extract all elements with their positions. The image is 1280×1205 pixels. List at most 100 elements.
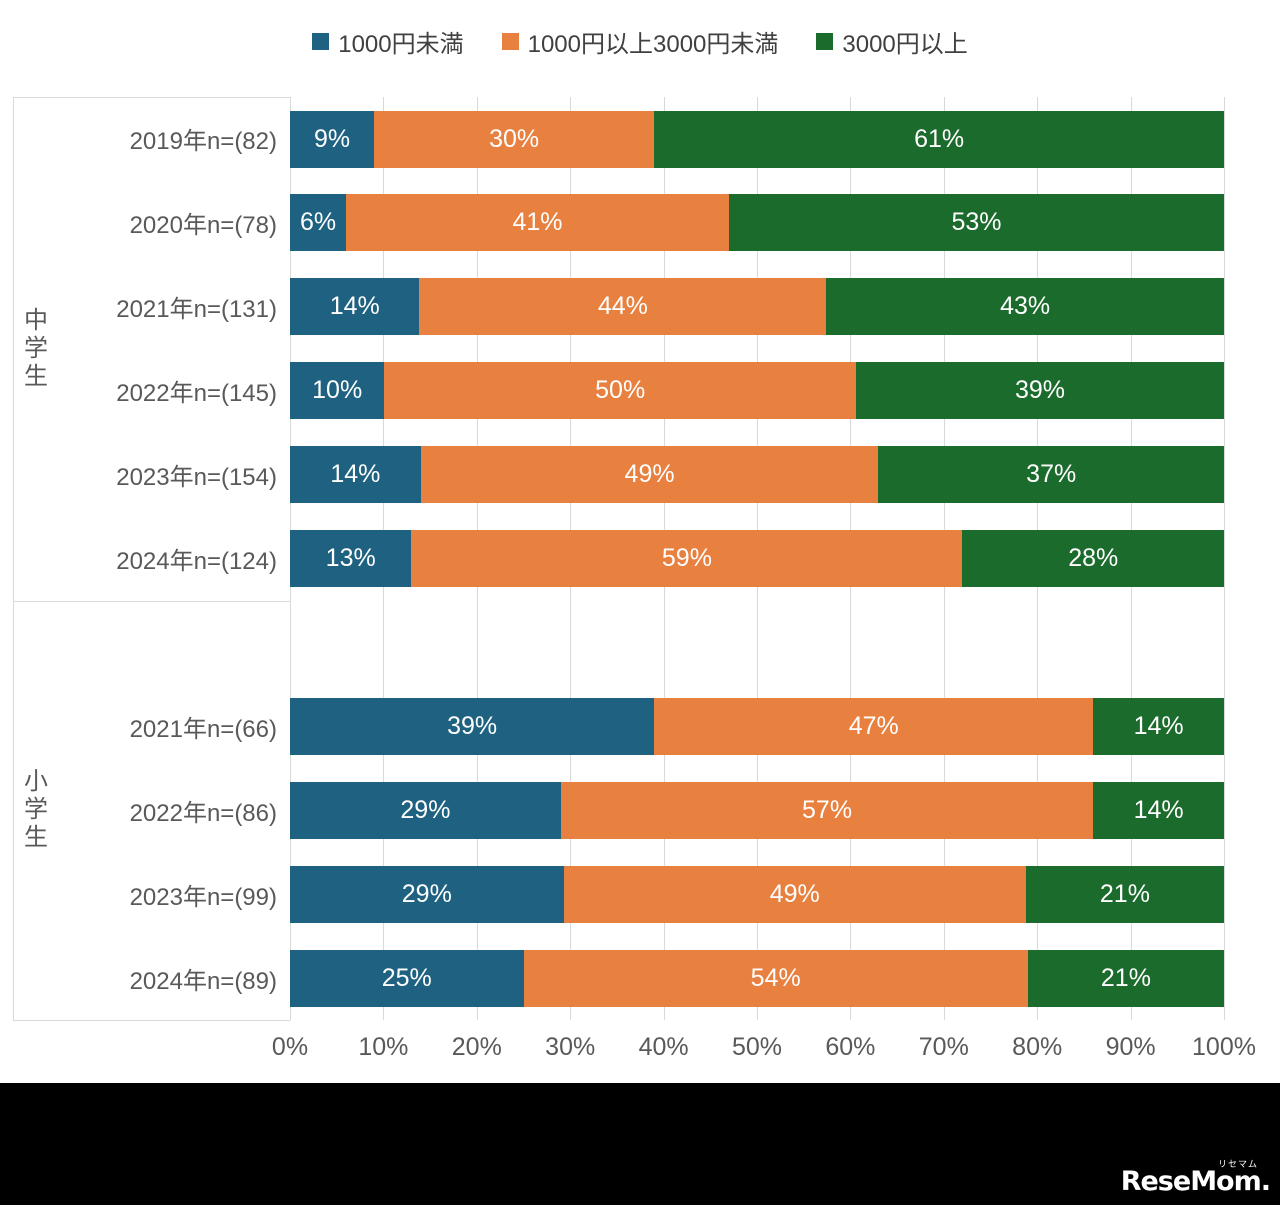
bar-segment: 25% bbox=[290, 949, 524, 1007]
legend-item: 1000円未満 bbox=[312, 24, 464, 59]
category-axis-top-border bbox=[13, 97, 290, 98]
gridline bbox=[1224, 97, 1225, 1020]
category-label: 2022年n=(86) bbox=[129, 799, 277, 827]
x-axis-tick-label: 40% bbox=[638, 1033, 689, 1061]
category-label: 2022年n=(145) bbox=[116, 380, 277, 408]
resemom-logo: リセマム ReseMom. bbox=[1120, 1159, 1271, 1197]
bar-segment-label: 54% bbox=[750, 963, 801, 992]
bar-segment: 53% bbox=[728, 194, 1224, 252]
category-axis-divider bbox=[13, 600, 290, 602]
bar-segment-label: 50% bbox=[595, 376, 646, 405]
legend-swatch-icon bbox=[312, 33, 330, 50]
bar-segment: 49% bbox=[563, 865, 1026, 923]
bar-segment: 14% bbox=[290, 446, 421, 504]
bar-segment: 50% bbox=[384, 362, 857, 420]
bar-segment-label: 39% bbox=[1014, 376, 1066, 405]
bar-segment-label: 9% bbox=[313, 124, 351, 153]
category-label: 2024年n=(124) bbox=[116, 547, 277, 575]
bar-segment-label: 41% bbox=[512, 208, 563, 237]
bar-segment-label: 28% bbox=[1068, 544, 1119, 572]
bar-segment: 14% bbox=[1093, 781, 1224, 839]
bar-row: 25% 54% 21% bbox=[290, 949, 1224, 1007]
footer-band: リセマム ReseMom. bbox=[0, 1083, 1280, 1205]
bar-segment: 54% bbox=[523, 949, 1028, 1007]
bar-segment: 30% bbox=[374, 110, 655, 168]
bar-row: 14% 44% 43% bbox=[290, 278, 1224, 336]
category-axis-line bbox=[13, 97, 14, 1020]
x-axis-tick-label: 70% bbox=[918, 1033, 969, 1061]
bar-segment: 37% bbox=[878, 446, 1224, 504]
bar-segment: 59% bbox=[411, 530, 963, 587]
bar-segment-label: 10% bbox=[312, 376, 363, 405]
bar-segment: 13% bbox=[290, 530, 412, 587]
bar-segment-label: 37% bbox=[1026, 460, 1077, 489]
bar-segment-label: 29% bbox=[401, 879, 452, 908]
bar-segment: 47% bbox=[654, 697, 1094, 755]
logo-text: ReseMom. bbox=[1120, 1166, 1271, 1197]
bar-segment: 28% bbox=[962, 530, 1224, 587]
x-axis-tick-label: 90% bbox=[1105, 1033, 1156, 1061]
legend-label: 1000円未満 bbox=[338, 31, 464, 58]
bar-segment-label: 47% bbox=[848, 711, 899, 740]
bar-segment-label: 57% bbox=[802, 795, 853, 824]
bar-segment: 9% bbox=[290, 110, 375, 168]
bar-row: 13% 59% 28% bbox=[290, 530, 1224, 587]
x-axis-tick-label: 0% bbox=[271, 1033, 309, 1061]
bar-segment: 39% bbox=[856, 362, 1224, 420]
bar-row: 29% 49% 21% bbox=[290, 865, 1224, 923]
category-label: 2024年n=(89) bbox=[129, 967, 277, 995]
x-axis-tick-label: 10% bbox=[358, 1033, 409, 1061]
bar-segment-label: 25% bbox=[381, 963, 432, 992]
group-label: 小学生 bbox=[19, 768, 47, 853]
bar-segment: 6% bbox=[290, 194, 347, 252]
category-axis-divider bbox=[13, 1020, 290, 1021]
bar-row: 9% 30% 61% bbox=[290, 110, 1224, 168]
bar-segment: 29% bbox=[290, 781, 561, 839]
category-label: 2023年n=(154) bbox=[116, 464, 277, 492]
bar-segment-label: 59% bbox=[661, 544, 712, 572]
legend-label: 3000円以上 bbox=[842, 31, 968, 58]
bar-row: 10% 50% 39% bbox=[290, 362, 1224, 420]
bar-row: 14% 49% 37% bbox=[290, 446, 1224, 504]
bar-segment: 14% bbox=[290, 278, 420, 336]
category-label: 2019年n=(82) bbox=[129, 128, 277, 156]
category-label: 2021年n=(66) bbox=[129, 715, 277, 743]
plot-area: 9% 30% 61% 6% 41% 53% 14% 44% 43% 10% 50% 39% 14% 49%… bbox=[290, 97, 1225, 1020]
bar-segment-label: 53% bbox=[951, 208, 1002, 237]
bar-segment-label: 39% bbox=[447, 711, 498, 740]
bar-segment: 21% bbox=[1025, 865, 1224, 923]
bar-segment-label: 49% bbox=[769, 879, 820, 908]
bar-row: 39% 47% 14% bbox=[290, 697, 1224, 755]
bar-segment-label: 61% bbox=[914, 124, 965, 153]
bar-segment-label: 6% bbox=[299, 208, 337, 237]
bar-row: 29% 57% 14% bbox=[290, 781, 1224, 839]
bar-segment-label: 13% bbox=[325, 544, 376, 572]
bar-segment: 21% bbox=[1027, 949, 1224, 1007]
bar-segment: 14% bbox=[1093, 697, 1224, 755]
legend-item: 3000円以上 bbox=[816, 24, 968, 59]
category-label: 2021年n=(131) bbox=[116, 296, 277, 324]
x-axis-tick-label: 100% bbox=[1192, 1033, 1256, 1061]
category-label: 2020年n=(78) bbox=[129, 212, 277, 240]
bar-segment: 44% bbox=[419, 278, 827, 336]
bar-segment: 39% bbox=[290, 697, 655, 755]
bar-segment-label: 29% bbox=[400, 795, 451, 824]
x-axis-tick-label: 50% bbox=[731, 1033, 783, 1061]
bar-row: 6% 41% 53% bbox=[290, 194, 1224, 252]
bar-segment-label: 30% bbox=[489, 124, 540, 153]
logo-sub-text: リセマム bbox=[1217, 1159, 1258, 1169]
bar-segment: 61% bbox=[654, 110, 1224, 168]
bar-segment-label: 44% bbox=[597, 292, 648, 321]
x-axis: 0% 10% 20% 30% 40% 50% 60% 70% 80% 90% 100% bbox=[272, 1033, 1256, 1063]
bar-segment-label: 14% bbox=[330, 460, 381, 489]
bar-segment: 43% bbox=[826, 278, 1224, 336]
bar-segment: 57% bbox=[560, 781, 1094, 839]
bar-segment-label: 14% bbox=[329, 292, 380, 321]
x-axis-tick-label: 60% bbox=[825, 1033, 876, 1061]
x-axis-tick-label: 20% bbox=[451, 1033, 502, 1061]
bar-segment-label: 49% bbox=[624, 460, 675, 489]
bar-segment-label: 21% bbox=[1099, 879, 1150, 908]
x-axis-tick-label: 80% bbox=[1012, 1033, 1063, 1061]
category-label: 2023年n=(99) bbox=[129, 883, 277, 911]
